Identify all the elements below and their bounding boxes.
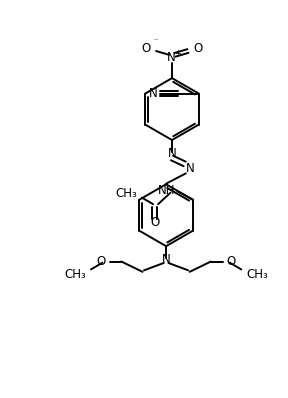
Text: NH: NH <box>158 184 176 197</box>
Text: N: N <box>149 87 158 100</box>
Text: O: O <box>193 41 202 55</box>
Text: N: N <box>168 147 176 160</box>
Text: O: O <box>150 216 159 229</box>
Text: N: N <box>186 162 195 175</box>
Text: N: N <box>167 51 176 64</box>
Text: N: N <box>162 253 170 266</box>
Text: +: + <box>175 49 181 58</box>
Text: O: O <box>97 255 106 268</box>
Text: O: O <box>141 41 151 55</box>
Text: CH₃: CH₃ <box>115 187 137 200</box>
Text: CH₃: CH₃ <box>246 268 268 281</box>
Text: CH₃: CH₃ <box>65 268 86 281</box>
Text: O: O <box>226 255 236 268</box>
Text: ⁻: ⁻ <box>153 37 158 46</box>
